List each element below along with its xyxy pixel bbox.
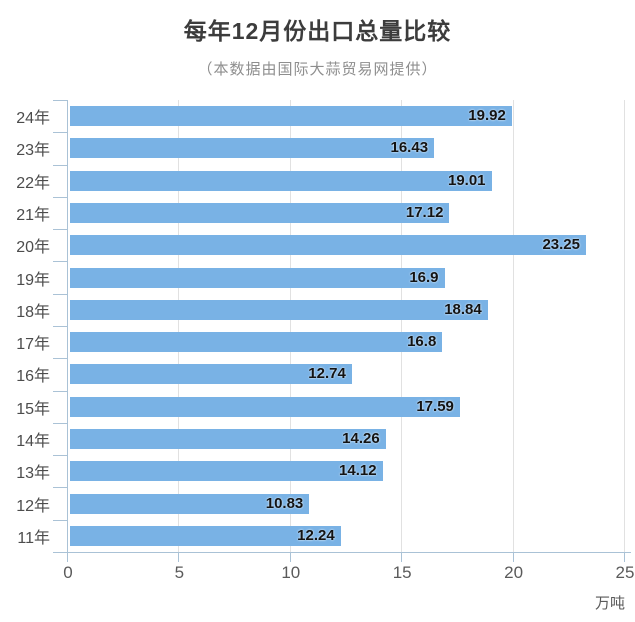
y-axis-label-23年: 23年	[16, 142, 50, 160]
x-axis-tick-label-0: 0	[63, 563, 73, 582]
y-axis-tick-9	[53, 391, 68, 392]
x-axis-unit-label: 万吨	[594, 595, 625, 612]
y-axis-label-18年: 18年	[16, 303, 50, 321]
x-axis-tick-label-25: 25	[615, 563, 635, 582]
y-axis-tick-13	[53, 520, 68, 521]
bar-value-label: 16.43	[390, 139, 429, 157]
y-axis-tick-3	[53, 197, 68, 198]
bar-20年: 23.25	[70, 235, 586, 256]
bar-value-label: 16.9	[409, 268, 439, 286]
plot-area: 19.92 16.43 19.01 17.12 23.25 16.9 18.84 16.8 12…	[68, 100, 625, 552]
bar-value-label: 14.26	[342, 430, 380, 447]
gridline-x-15	[401, 100, 403, 552]
y-axis-label-11年: 11年	[17, 529, 50, 547]
x-axis-tick-label-20: 20	[504, 563, 524, 582]
bar-value-label: 14.12	[339, 462, 377, 480]
y-axis-label-22年: 22年	[16, 174, 50, 192]
bar-13年: 14.12	[70, 461, 383, 482]
y-axis-tick-12	[53, 487, 68, 488]
y-axis-label-24年: 24年	[16, 110, 50, 128]
bar-22年: 19.01	[70, 170, 492, 191]
bar-value-label: 12.24	[297, 526, 335, 544]
bar-value-label: 19.01	[447, 171, 486, 189]
y-axis-label-15年: 15年	[16, 400, 50, 418]
x-axis-tick-15	[401, 553, 403, 562]
y-axis-tick-4	[53, 229, 68, 230]
x-axis-tick-5	[178, 553, 180, 562]
y-axis-tick-7	[53, 326, 68, 327]
x-axis-tick-label-15: 15	[392, 563, 412, 582]
y-axis-label-13年: 13年	[16, 465, 50, 483]
y-axis-label-16年: 16年	[16, 368, 50, 386]
x-axis-tick-label-10: 10	[281, 563, 301, 582]
bar-value-label: 19.92	[468, 107, 506, 125]
bar-value-label: 12.74	[308, 365, 346, 383]
bar-value-label: 18.84	[444, 300, 482, 318]
x-axis-tick-20	[512, 553, 514, 562]
gridline-x-25	[624, 100, 625, 552]
bar-value-label: 23.25	[542, 236, 580, 254]
y-axis-tick-8	[53, 358, 68, 359]
y-axis-label-20年: 20年	[16, 239, 50, 257]
y-axis-tick-2	[53, 165, 68, 166]
gridline-x-10	[289, 100, 291, 552]
bar-16年: 12.74	[70, 364, 352, 385]
y-axis-tick-1	[53, 132, 68, 133]
x-axis-tick-label-5: 5	[174, 563, 185, 582]
y-axis-label-19年: 19年	[16, 271, 50, 289]
y-axis-tick-5	[53, 261, 68, 262]
bar-21年: 17.12	[70, 203, 450, 223]
y-axis-label-17年: 17年	[16, 336, 50, 354]
bar-14年: 14.26	[70, 429, 386, 449]
bar-15年: 17.59	[70, 396, 460, 417]
bar-value-label: 17.12	[405, 204, 444, 221]
bar-value-label: 10.83	[265, 494, 304, 512]
y-axis-label-12年: 12年	[16, 497, 50, 515]
y-axis-tick-10	[53, 423, 68, 424]
y-axis-label-21年: 21年	[16, 207, 50, 224]
x-axis-tick-0	[67, 553, 68, 562]
gridline-x-5	[178, 100, 180, 552]
bar-19年: 16.9	[70, 267, 445, 288]
chart-subtitle: （本数据由国际大蒜贸易网提供）	[197, 61, 438, 78]
x-axis-line	[53, 552, 631, 553]
bar-12年: 10.83	[70, 493, 310, 514]
bar-23年: 16.43	[70, 138, 435, 159]
y-axis-tick-6	[53, 294, 68, 295]
bar-24年: 19.92	[70, 106, 512, 127]
chart-title: 每年12月份出口总量比较	[183, 18, 452, 44]
x-axis-tick-10	[289, 553, 291, 562]
y-axis-line	[67, 100, 68, 552]
bar-18年: 18.84	[70, 299, 488, 320]
bar-value-label: 16.8	[407, 333, 437, 351]
y-axis-tick-11	[53, 455, 68, 456]
bar-17年: 16.8	[70, 332, 443, 353]
y-axis-tick-0	[53, 100, 68, 101]
gridline-x-20	[512, 100, 514, 552]
bar-value-label: 17.59	[416, 397, 454, 415]
bar-11年: 12.24	[70, 525, 341, 546]
x-axis-tick-25	[624, 553, 625, 562]
y-axis-label-14年: 14年	[16, 433, 50, 450]
